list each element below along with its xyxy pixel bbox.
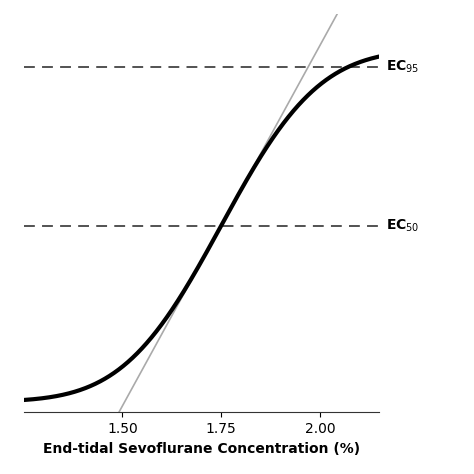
Text: EC$_{95}$: EC$_{95}$ [386,59,419,75]
X-axis label: End-tidal Sevoflurane Concentration (%): End-tidal Sevoflurane Concentration (%) [43,442,360,456]
Text: EC$_{50}$: EC$_{50}$ [386,218,420,234]
